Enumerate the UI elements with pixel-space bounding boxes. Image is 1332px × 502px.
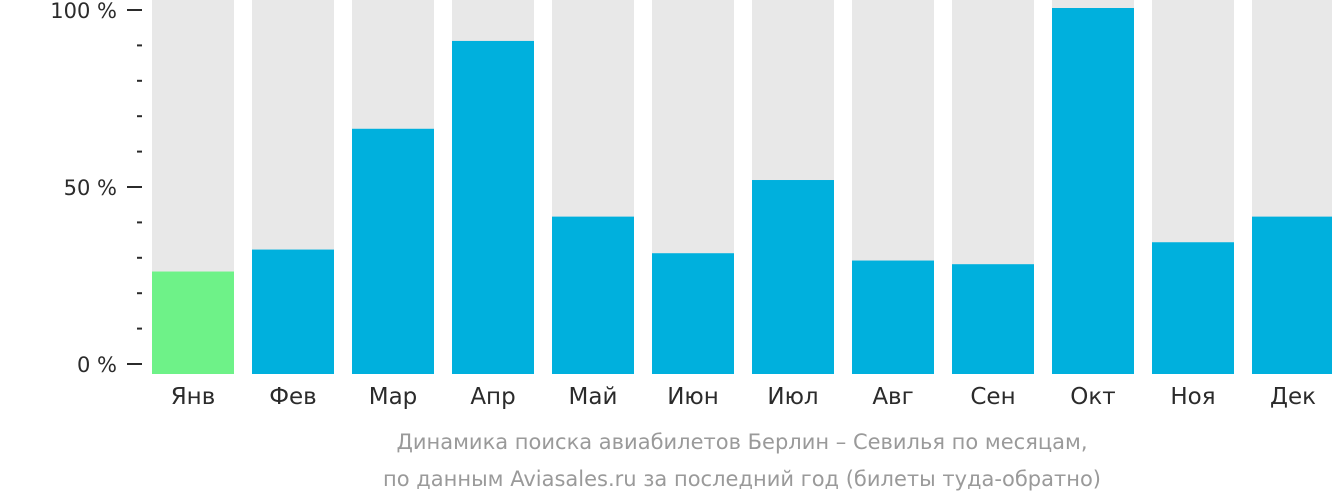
bar-4 — [452, 40, 534, 374]
bar-5 — [552, 216, 634, 374]
x-tick-label: Мар — [369, 384, 418, 410]
x-tick-label: Июл — [767, 384, 818, 410]
y-tick-label: 100 % — [50, 0, 117, 23]
bar-chart: 0 % 50 % 100 % Янв Фев Мар Апр Май Июн Июл Авг Сен… — [50, 0, 1332, 410]
x-tick-label: Окт — [1070, 384, 1115, 410]
x-tick-label: Дек — [1270, 384, 1316, 410]
chart-caption-line-2: по данным Aviasales.ru за последний год … — [383, 467, 1101, 491]
chart-caption-line-1: Динамика поиска авиабилетов Берлин – Сев… — [396, 430, 1088, 454]
x-tick-label: Ноя — [1170, 384, 1215, 410]
x-tick-label: Апр — [470, 384, 515, 410]
bar-12 — [1252, 216, 1332, 374]
bar-11 — [1152, 242, 1234, 374]
bar-9 — [952, 264, 1034, 374]
y-tick-label: 50 % — [64, 176, 117, 200]
bar-3 — [352, 128, 434, 374]
y-axis: 0 % 50 % 100 % — [50, 0, 142, 377]
x-tick-label: Авг — [872, 384, 913, 410]
x-axis: Янв Фев Мар Апр Май Июн Июл Авг Сен Окт Ноя Дек — [171, 384, 1316, 410]
x-tick-label: Сен — [970, 384, 1015, 410]
x-tick-label: Фев — [269, 384, 317, 410]
x-tick-label: Июн — [667, 384, 719, 410]
value-bars — [152, 8, 1332, 374]
bar-6 — [652, 253, 734, 374]
bar-1 — [152, 271, 234, 374]
x-tick-label: Май — [569, 384, 618, 410]
x-tick-label: Янв — [171, 384, 216, 410]
y-tick-label: 0 % — [77, 353, 117, 377]
bar-7 — [752, 180, 834, 374]
bar-2 — [252, 249, 334, 374]
bar-10 — [1052, 8, 1134, 374]
bar-8 — [852, 260, 934, 374]
